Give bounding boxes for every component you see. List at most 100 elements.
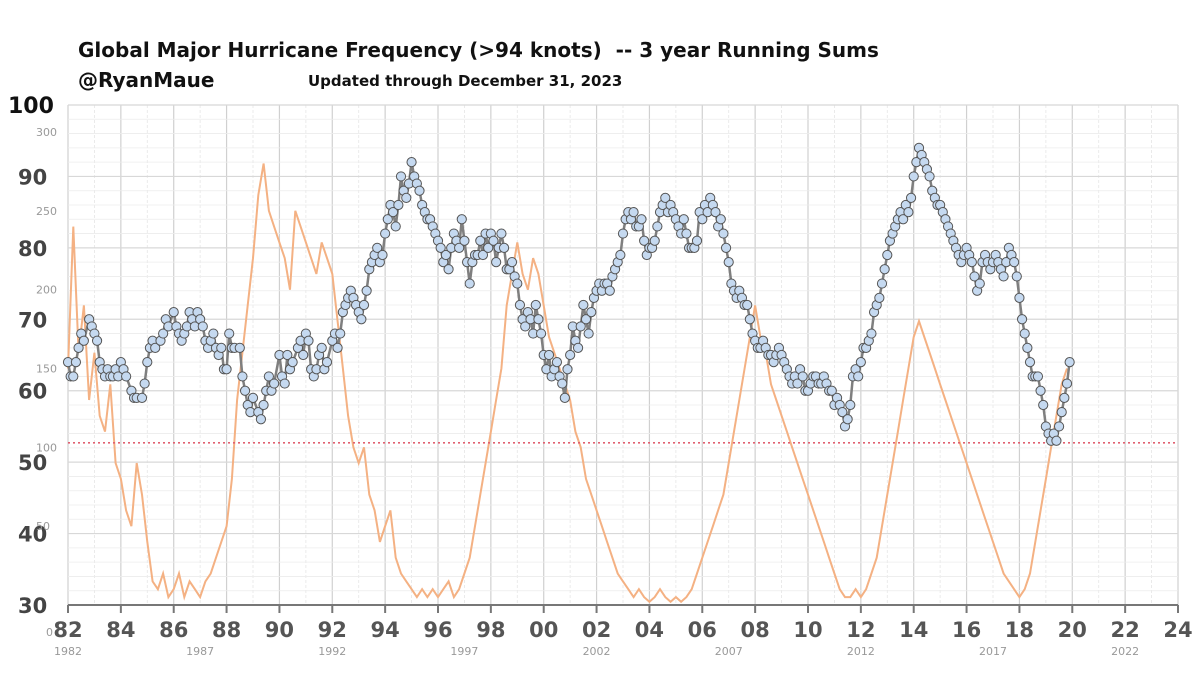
data-point: [358, 299, 370, 311]
data-point: [535, 328, 547, 339]
data-point: [390, 221, 401, 232]
data-point: [1016, 314, 1028, 325]
data-point: [464, 278, 475, 289]
data-point: [678, 214, 689, 225]
data-point: [562, 364, 573, 375]
data-point: [282, 349, 293, 361]
data-point: [380, 228, 391, 239]
data-point: [216, 342, 227, 353]
data-point: [393, 199, 404, 211]
data-point: [488, 235, 499, 246]
data-point: [898, 214, 909, 225]
data-point: [332, 342, 343, 353]
secondary-y-tick-label: 150: [36, 363, 57, 376]
secondary-x-tick-label: 2017: [979, 645, 1007, 658]
data-point: [681, 228, 692, 239]
data-point: [237, 371, 248, 382]
data-point: [498, 242, 510, 253]
data-point: [718, 228, 729, 239]
data-point: [557, 378, 568, 389]
data-point: [1032, 371, 1044, 382]
data-point: [533, 314, 544, 325]
data-point: [263, 371, 274, 382]
data-point: [575, 321, 586, 332]
data-point: [91, 335, 103, 346]
x-tick-label: 88: [212, 618, 241, 642]
x-tick-label: 90: [265, 618, 294, 642]
data-point: [1009, 257, 1020, 268]
data-point: [845, 399, 856, 411]
data-point: [136, 392, 148, 403]
data-point: [586, 307, 597, 318]
x-tick-label: 96: [423, 618, 452, 642]
data-point: [652, 221, 663, 232]
data-point: [506, 257, 518, 268]
data-point: [377, 249, 388, 261]
data-point: [414, 185, 425, 196]
data-point: [1035, 385, 1046, 396]
x-tick-label: 98: [476, 618, 505, 642]
secondary-y-tick-label: 50: [36, 520, 50, 533]
data-point: [797, 371, 808, 382]
updated-note: Updated through December 31, 2023: [308, 72, 623, 90]
data-point: [73, 342, 84, 353]
data-point: [866, 328, 877, 339]
data-point: [543, 349, 555, 361]
data-point: [321, 357, 333, 368]
secondary-x-tick-label: 1982: [54, 645, 82, 658]
y-tick-label: 90: [18, 165, 47, 189]
data-point: [239, 385, 251, 396]
data-point: [853, 371, 864, 382]
data-point: [483, 242, 494, 253]
data-point: [565, 349, 576, 361]
data-point: [715, 214, 726, 225]
data-point: [121, 371, 132, 382]
secondary-y-tick-label: 100: [36, 441, 57, 454]
data-point: [720, 242, 732, 253]
y-tick-label: 70: [18, 308, 47, 332]
data-point: [969, 271, 980, 282]
data-point: [998, 271, 1009, 282]
data-point: [615, 249, 626, 261]
data-point: [559, 392, 570, 403]
data-point: [691, 235, 703, 246]
data-point: [966, 257, 977, 268]
data-point: [1059, 392, 1070, 403]
series-running-sum: [62, 142, 1075, 446]
data-point: [520, 321, 531, 332]
data-point: [443, 264, 454, 275]
data-point: [139, 378, 150, 389]
secondary-y-tick-label: 200: [36, 284, 57, 297]
data-point: [723, 257, 734, 268]
x-tick-label: 00: [529, 618, 558, 642]
x-tick-label: 06: [688, 618, 717, 642]
data-point: [395, 171, 407, 182]
x-tick-label: 94: [371, 618, 400, 642]
data-point: [578, 299, 589, 311]
data-point: [879, 264, 890, 275]
data-point: [496, 228, 507, 239]
data-point: [269, 378, 280, 389]
chart-title: Global Major Hurricane Frequency (>94 kn…: [78, 38, 879, 62]
x-axis: 82 84 86 88 90 92 94 96 98 00 02 04 06 08 10 12 14 16 18 20…: [53, 618, 1192, 642]
data-point: [1051, 435, 1062, 446]
data-point: [639, 235, 650, 246]
data-point: [279, 378, 290, 389]
data-point: [459, 235, 470, 246]
data-point: [580, 314, 592, 325]
data-point: [903, 207, 914, 218]
x-tick-label: 12: [846, 618, 875, 642]
data-point: [512, 278, 523, 289]
secondary-x-tick-label: 2002: [583, 645, 611, 658]
x-tick-label: 84: [106, 618, 135, 642]
data-point: [382, 214, 393, 225]
data-point: [142, 357, 153, 368]
data-point: [78, 335, 89, 346]
secondary-x-tick-label: 2012: [847, 645, 875, 658]
chart-grid: [67, 104, 1179, 613]
x-tick-label: 20: [1058, 618, 1087, 642]
data-point: [874, 292, 885, 303]
data-point: [837, 407, 848, 418]
secondary-x-tick-label: 1992: [318, 645, 346, 658]
data-point: [303, 335, 314, 346]
